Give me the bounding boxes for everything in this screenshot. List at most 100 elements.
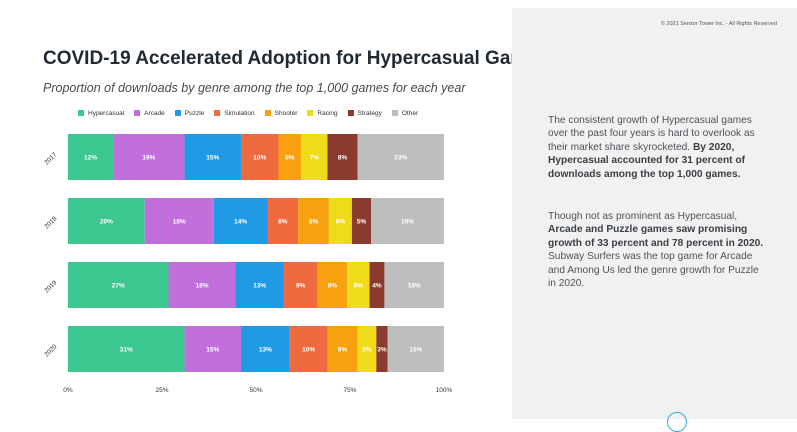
bar-segment-2020-shooter	[327, 326, 358, 372]
data-label: 10%	[302, 347, 315, 354]
legend-label: Shooter	[274, 109, 298, 117]
bar-segment-2018-puzzle	[213, 198, 268, 244]
data-label: 8%	[278, 219, 288, 226]
legend-item-other: Other	[391, 109, 419, 117]
legend-item-arcade: Arcade	[134, 110, 165, 117]
data-label: 6%	[336, 219, 346, 226]
y-tick-label: 2018	[43, 215, 58, 230]
data-label: 13%	[259, 347, 272, 354]
bar-segment-2020-puzzle	[240, 326, 290, 372]
bar-segment-2017-arcade	[113, 134, 185, 180]
bar-segment-2018-hypercasual	[68, 198, 145, 244]
bar-segment-2017-other	[357, 134, 444, 180]
data-label: 18%	[173, 219, 186, 226]
legend-label: Simulation	[224, 109, 255, 117]
insight-paragraph-2: Though not as prominent as Hypercasual, …	[548, 210, 768, 290]
bar-segment-2020-racing	[357, 326, 377, 372]
data-label: 8%	[328, 283, 338, 290]
legend-item-strategy: Strategy	[347, 110, 382, 117]
side-panel: © 2021 Sensor Tower Inc. - All Rights Re…	[512, 8, 797, 432]
data-label: 18%	[196, 283, 209, 290]
legend-swatch	[264, 110, 271, 116]
data-label: 7%	[310, 155, 320, 162]
data-label: 8%	[309, 219, 319, 226]
data-label: 20%	[100, 219, 113, 226]
bar-segment-2020-strategy	[376, 326, 388, 372]
bar-segment-2018-racing	[328, 198, 352, 244]
data-label: 8%	[338, 155, 348, 162]
data-label: 5%	[357, 219, 367, 226]
insight-2-text-end: Subway Surfers was the top game for Arca…	[548, 251, 759, 290]
insight-1-text: The consistent growth of Hypercasual gam…	[548, 115, 755, 153]
bar-segment-2019-hypercasual	[68, 262, 169, 308]
legend-item-simulation: Simulation	[214, 109, 255, 117]
legend-swatch	[391, 110, 398, 116]
bar-segment-2019-other	[384, 262, 444, 308]
insight-2-highlight: Arcade and Puzzle games saw promising gr…	[548, 224, 764, 249]
legend-swatch	[134, 110, 141, 116]
legend-label: Other	[401, 109, 419, 117]
bar-segment-2018-strategy	[351, 198, 372, 244]
chart-legend: Hypercasual Arcade Puzzle Simulation Shooter…	[78, 107, 418, 119]
insight-2-text: Though not as prominent as Hypercasual,	[548, 211, 738, 222]
insight-1-highlight: By 2020, Hypercasual accounted for 31 pe…	[548, 141, 746, 180]
data-label: 3%	[377, 347, 387, 354]
x-tick-label: 100%	[436, 387, 453, 394]
brand-logo-icon	[667, 412, 687, 432]
data-label: 12%	[84, 155, 97, 162]
data-label: 19%	[401, 219, 414, 226]
bar-segment-2019-puzzle	[235, 262, 284, 308]
data-label: 13%	[253, 283, 266, 290]
data-label: 8%	[338, 347, 348, 354]
y-tick-label: 2019	[43, 279, 58, 294]
legend-label: Arcade	[144, 109, 165, 117]
bar-segment-2019-arcade	[168, 262, 236, 308]
insight-paragraph-1: The consistent growth of Hypercasual gam…	[548, 114, 768, 181]
bar-segment-2020-simulation	[289, 326, 328, 372]
bar-segment-2019-racing	[347, 262, 370, 308]
bar-segment-2018-shooter	[298, 198, 329, 244]
data-label: 15%	[206, 155, 219, 162]
data-label: 15%	[409, 347, 422, 354]
data-label: 6%	[354, 283, 364, 290]
legend-item-racing: Racing	[307, 109, 338, 117]
bar-segment-2019-simulation	[283, 262, 318, 308]
bar-segment-2018-arcade	[144, 198, 214, 244]
legend-item-shooter: Shooter	[264, 109, 298, 117]
bar-segment-2017-racing	[301, 134, 328, 180]
x-tick-label: 50%	[249, 387, 262, 394]
legend-swatch	[78, 110, 84, 116]
data-label: 27%	[112, 283, 125, 290]
chart-subtitle: Proportion of downloads by genre among t…	[43, 81, 466, 95]
bar-segment-2017-strategy	[327, 134, 358, 180]
bar-segment-2017-simulation	[240, 134, 279, 180]
data-label: 15%	[206, 347, 219, 354]
bar-segment-2019-strategy	[369, 262, 385, 308]
legend-swatch	[214, 110, 221, 116]
legend-label: Hypercasual	[88, 109, 125, 117]
bar-segment-2018-simulation	[267, 198, 299, 244]
data-label: 5%	[362, 347, 372, 354]
data-label: 9%	[296, 283, 306, 290]
copyright-text: © 2021 Sensor Tower Inc. - All Rights Re…	[660, 21, 777, 27]
data-label: 14%	[234, 219, 247, 226]
data-label: 4%	[372, 283, 382, 290]
legend-swatch	[307, 110, 314, 116]
bar-segment-2017-shooter	[278, 134, 302, 180]
legend-swatch	[174, 110, 181, 116]
y-tick-label: 2017	[43, 151, 58, 166]
legend-swatch	[347, 110, 354, 116]
bar-segment-2018-other	[371, 198, 444, 244]
bar-segment-2017-hypercasual	[68, 134, 114, 180]
bar-segment-2020-hypercasual	[68, 326, 185, 372]
bar-segment-2020-arcade	[184, 326, 241, 372]
x-tick-label: 0%	[63, 387, 73, 394]
bar-segment-2017-puzzle	[184, 134, 241, 180]
x-tick-label: 75%	[343, 387, 356, 394]
legend-label: Puzzle	[184, 109, 205, 117]
data-label: 6%	[285, 155, 295, 162]
legend-label: Racing	[317, 109, 338, 117]
legend-item-hypercasual: Hypercasual	[78, 110, 124, 117]
x-tick-label: 25%	[155, 387, 168, 394]
data-label: 31%	[120, 347, 133, 354]
